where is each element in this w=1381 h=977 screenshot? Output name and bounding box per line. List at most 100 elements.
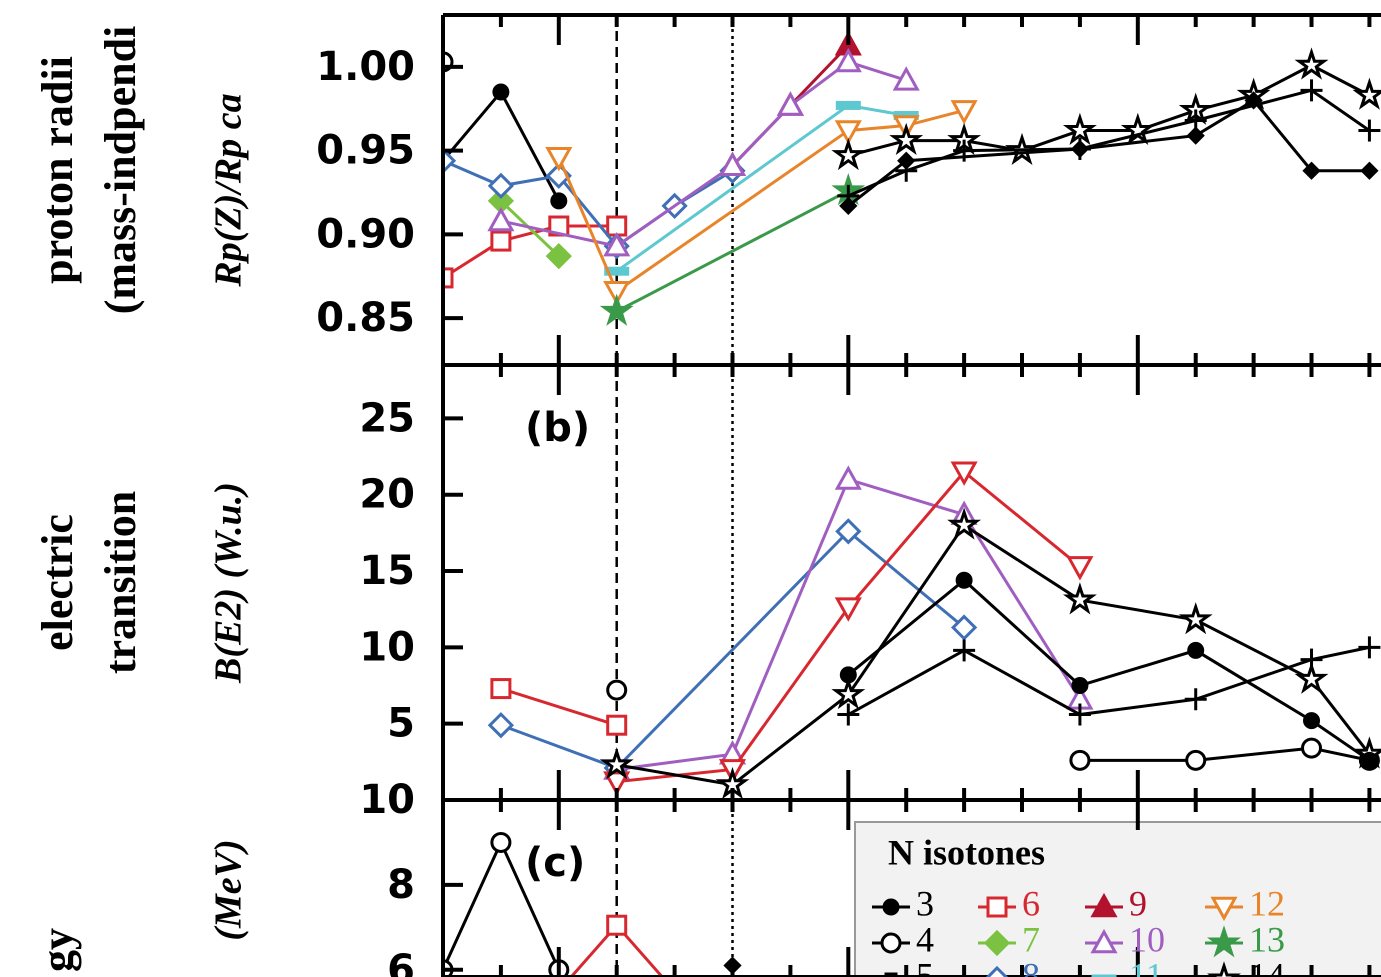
marker [831,137,866,171]
marker [1207,925,1241,958]
marker [599,747,634,780]
row-label: proton radii [33,56,82,284]
series-line [1079,746,1370,762]
legend-label: 3 [916,883,934,923]
marker [950,461,978,486]
marker [443,267,454,289]
y-tick-label: 0.95 [316,128,415,174]
y-tick-label: 10 [359,777,415,823]
marker [1178,602,1213,635]
marker [490,831,512,853]
series-line [847,63,1371,158]
marker [1244,91,1263,110]
legend-title: N isotones [888,832,1045,872]
marker [839,196,858,216]
marker [834,597,862,622]
series-line [616,523,1371,787]
row-label: electric [33,514,82,651]
marker [835,518,862,545]
series-line [500,60,907,248]
marker [1302,161,1321,180]
marker [1187,641,1205,659]
marker [1186,126,1205,145]
y-tick-label: 1.00 [316,44,415,90]
marker [718,151,747,177]
legend-label: 13 [1249,919,1285,959]
y-tick-label: 20 [359,472,415,518]
plot-area [443,800,742,977]
marker [834,47,862,73]
marker [776,91,804,116]
y-tick-label: 10 [359,624,415,670]
marker [603,771,631,796]
marker [490,678,512,700]
marker [1207,961,1241,977]
marker [603,232,631,257]
marker [1090,892,1118,918]
marker [1360,161,1379,180]
marker [882,898,900,916]
series-line [847,645,1370,717]
marker [889,122,924,156]
y-axis-label: (MeV) [208,839,250,940]
series-line [847,578,1371,762]
marker [950,614,978,641]
row-label: transition [96,491,145,674]
marker [604,266,630,276]
marker [1352,77,1381,110]
panel-label: (c) [525,840,585,886]
series-line [847,88,1371,198]
y-tick-label: 25 [359,395,415,441]
marker [599,293,634,326]
marker [880,932,902,954]
marker [492,83,510,101]
legend-label: 12 [1249,883,1285,923]
panel-label: (b) [525,405,590,451]
legend-label: 5 [916,955,934,977]
legend-label: 6 [1022,883,1040,923]
legend-label: 14 [1249,955,1285,977]
marker [892,66,920,91]
marker [831,676,866,710]
marker [897,151,916,170]
legend-label: 8 [1022,955,1040,977]
series-line [616,189,850,313]
legend-label: 10 [1129,919,1165,959]
marker [1062,582,1097,615]
marker [1062,112,1097,145]
marker [1303,712,1321,730]
marker [490,230,512,252]
marker [955,571,973,589]
marker [1300,79,1323,102]
marker [1294,661,1329,694]
marker [953,639,976,662]
y-tick-label: 8 [387,862,415,908]
series-line [500,687,618,727]
y-tick-label: 0.85 [316,295,415,341]
marker [983,929,1011,957]
marker [1358,636,1381,659]
marker [835,100,861,110]
marker [545,147,573,172]
marker [1294,47,1329,80]
marker [487,712,515,739]
legend-box [854,821,1381,977]
marker [1090,928,1118,954]
marker [1210,896,1238,922]
marker [947,507,982,540]
marker [1068,703,1091,726]
marker [606,714,628,736]
marker [443,147,457,174]
marker [834,120,862,145]
marker [487,172,515,199]
marker [986,896,1008,918]
marker [1360,751,1378,769]
y-tick-label: 6 [387,947,415,977]
legend-label: 9 [1129,883,1147,923]
marker [1184,688,1207,711]
marker [834,465,862,490]
marker [837,703,860,726]
legend-label: 7 [1022,919,1040,959]
